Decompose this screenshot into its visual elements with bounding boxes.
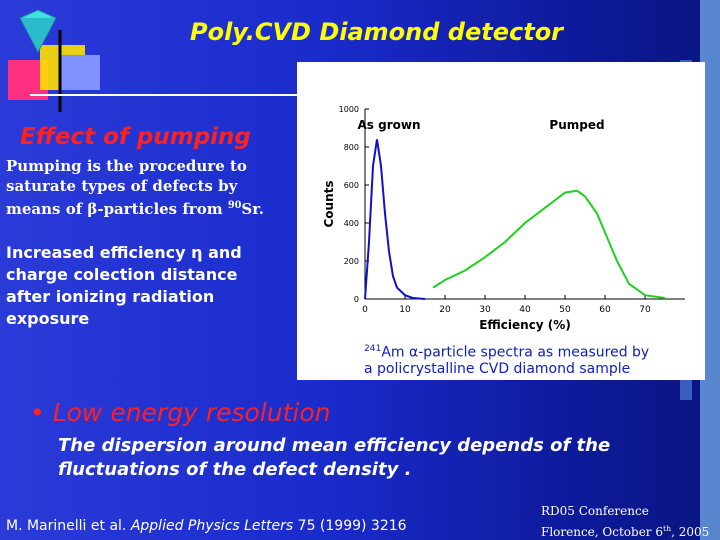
text-line: Florence, October 6th, 2005: [541, 520, 709, 540]
text-line: The dispersion around mean efficiency de…: [58, 435, 611, 456]
legend-label: As grown: [358, 118, 421, 132]
text: Florence, October 6: [541, 525, 663, 539]
caption: 241Am α-particle spectra as measured by …: [364, 341, 650, 377]
superscript: 90: [227, 200, 242, 211]
x-tick-label: 50: [559, 305, 571, 315]
x-tick-label: 0: [362, 305, 368, 315]
citation: M. Marinelli et al. Applied Physics Lett…: [6, 518, 407, 534]
superscript: th: [662, 524, 672, 533]
text-line: 241Am α-particle spectra as measured by: [364, 341, 649, 361]
slide-title: Poly.CVD Diamond detector: [190, 18, 564, 46]
x-tick-label: 20: [439, 305, 451, 315]
y-tick-label: 0: [354, 295, 359, 304]
bullet-text: Low energy resolution: [52, 398, 331, 427]
text: , 2005: [671, 525, 710, 539]
conference: RD05 Conference Florence, October 6th, 2…: [541, 503, 709, 540]
text-line: exposure: [6, 309, 90, 328]
authors: M. Marinelli et al.: [6, 518, 127, 534]
bullet: • Low energy resolution: [30, 398, 331, 427]
text-line: Pumping is the procedure to: [6, 157, 247, 175]
y-tick-label: 1000: [339, 105, 359, 114]
section-title: Effect of pumping: [20, 124, 251, 150]
x-tick-label: 30: [479, 305, 491, 315]
paragraph: Pumping is the procedure to saturate typ…: [6, 156, 264, 219]
x-tick-label: 40: [519, 305, 531, 315]
y-axis-label: Counts: [322, 180, 336, 227]
x-tick-label: 10: [399, 305, 411, 315]
data-line: [364, 139, 426, 300]
journal: Applied Physics Letters: [130, 518, 294, 534]
text-line: Increased efficiency η and: [6, 243, 242, 262]
text: Am α-particle spectra as measured by: [381, 344, 650, 361]
text-line: a policrystalline CVD diamond sample: [364, 360, 631, 377]
y-tick-label: 200: [344, 257, 359, 266]
paragraph: Increased efficiency η and charge colect…: [6, 242, 242, 330]
text-line: saturate types of defects by: [6, 177, 238, 195]
plot: 0 10 20 30 40 50 60 70 0 200 400 600 800 1000 Efficien…: [322, 105, 685, 332]
text-line: RD05 Conference: [541, 504, 649, 518]
y-tick-label: 800: [344, 143, 359, 152]
y-tick-label: 600: [344, 181, 359, 190]
text: Sr.: [241, 200, 264, 218]
legend-label: Pumped: [549, 118, 604, 132]
x-tick-label: 60: [599, 305, 611, 315]
reference: 75 (1999) 3216: [297, 518, 407, 534]
body-text: The dispersion around mean efficiency de…: [58, 434, 610, 482]
superscript: 241: [364, 344, 382, 354]
text: means of β-particles from: [6, 200, 228, 218]
text-line: fluctuations of the defect density .: [58, 459, 412, 480]
data-line: [432, 189, 666, 300]
text-line: after ionizing radiation: [6, 287, 215, 306]
x-axis-label: Efficiency (%): [479, 318, 571, 332]
text-line: means of β-particles from 90Sr.: [6, 196, 264, 219]
x-tick-label: 70: [639, 305, 651, 315]
y-tick-label: 400: [344, 219, 359, 228]
text-line: charge colection distance: [6, 265, 238, 284]
